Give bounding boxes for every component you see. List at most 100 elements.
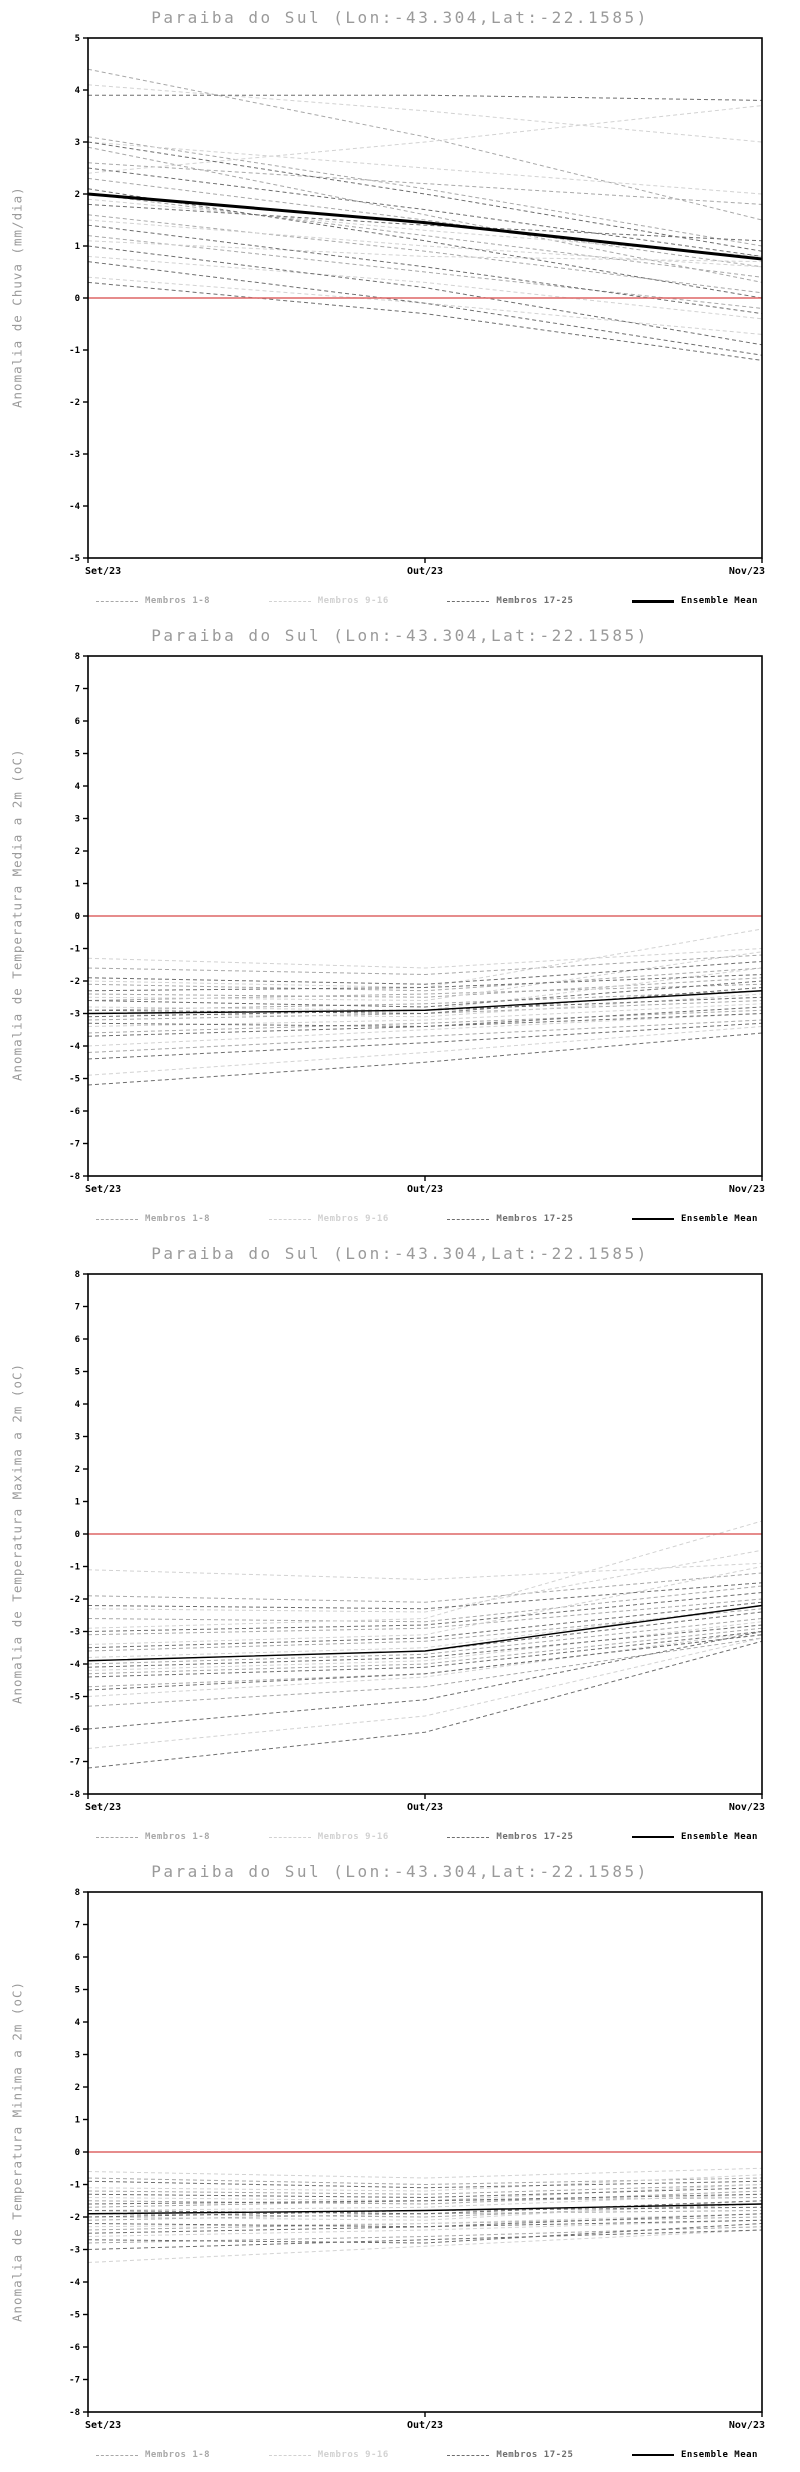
- y-tick-label: 2: [75, 847, 80, 857]
- dashed-line-sample-icon: [268, 2454, 311, 2456]
- ensemble-member-line: [87, 1598, 763, 1636]
- ensemble-member-line: [87, 255, 763, 320]
- y-tick-label: 8: [75, 1888, 80, 1898]
- y-tick-label: -1: [69, 346, 80, 356]
- y-tick-label: -4: [69, 502, 80, 512]
- ensemble-member-line: [87, 177, 763, 268]
- ensemble-member-line: [87, 1572, 763, 1603]
- y-tick-label: -3: [69, 450, 80, 460]
- legend-label: Membros 17-25: [496, 2450, 574, 2460]
- ensemble-member-line: [87, 2190, 763, 2205]
- x-tick-label: Nov/23: [729, 1802, 765, 1813]
- legend-item: Membros 1-8: [96, 1832, 210, 1842]
- y-tick-label: 3: [75, 1433, 80, 1443]
- y-tick-label: -1: [69, 945, 80, 955]
- ensemble-member-line: [87, 2200, 763, 2221]
- ensemble-member-line: [87, 84, 763, 143]
- y-tick-label: 3: [75, 138, 80, 148]
- ensemble-member-line: [87, 2219, 763, 2237]
- chart-title: Paraiba do Sul (Lon:-43.304,Lat:-22.1585…: [151, 1244, 649, 1263]
- ensemble-member-line: [87, 214, 763, 294]
- y-tick-label: -2: [69, 398, 80, 408]
- legend-item: Membros 1-8: [96, 596, 210, 606]
- ensemble-member-line: [87, 1013, 763, 1037]
- x-tick-label: Set/23: [85, 566, 121, 577]
- y-tick-label: 8: [75, 1270, 80, 1280]
- chart-panel-3: Paraiba do Sul (Lon:-43.304,Lat:-22.1585…: [0, 1236, 800, 1854]
- x-tick-label: Set/23: [85, 2420, 121, 2431]
- legend-label: Membros 9-16: [317, 1214, 389, 1224]
- y-tick-label: 7: [75, 1303, 80, 1313]
- ensemble-member-line: [87, 1627, 763, 1675]
- ensemble-member-line: [87, 2229, 763, 2263]
- x-tick-label: Set/23: [85, 1802, 121, 1813]
- legend-item: Ensemble Mean: [632, 2450, 758, 2460]
- ensemble-member-line: [87, 2167, 763, 2179]
- y-tick-label: 0: [75, 2148, 80, 2158]
- ensemble-member-line: [87, 948, 763, 969]
- ensemble-member-line: [87, 1631, 763, 1697]
- y-tick-label: 5: [75, 34, 80, 44]
- ensemble-member-line: [87, 987, 763, 1015]
- ensemble-member-line: [87, 276, 763, 335]
- legend-label: Membros 17-25: [496, 1832, 574, 1842]
- y-tick-label: -7: [69, 2376, 80, 2386]
- legend-label: Ensemble Mean: [681, 1214, 758, 1224]
- legend: Membros 1-8 Membros 9-16 Membros 17-25 Ense…: [96, 1214, 758, 1224]
- ensemble-member-line: [87, 1019, 763, 1053]
- y-tick-label: -2: [69, 2213, 80, 2223]
- legend-item: Ensemble Mean: [632, 1214, 758, 1224]
- y-tick-label: -6: [69, 1725, 80, 1735]
- ensemble-member-line: [87, 1637, 763, 1707]
- plot-area: -8 -7 -6 -5 -4 -3 -2 -1 0 1 2 3 4 5 6 7 8 Set/23 Out/23 Nov…: [69, 652, 765, 1195]
- x-tick-label: Nov/23: [729, 1184, 765, 1195]
- dashed-line-sample-icon: [268, 1218, 311, 1220]
- legend-item: Membros 17-25: [447, 596, 573, 606]
- ensemble-member-line: [87, 240, 763, 263]
- legend-label: Ensemble Mean: [681, 2450, 758, 2460]
- ensemble-member-line: [87, 219, 763, 268]
- ensemble-member-line: [87, 167, 763, 257]
- y-tick-label: -6: [69, 2343, 80, 2353]
- y-tick-label: 8: [75, 652, 80, 662]
- y-tick-label: -8: [69, 1790, 80, 1800]
- y-tick-label: -2: [69, 977, 80, 987]
- x-tick-label: Out/23: [407, 566, 443, 577]
- ensemble-member-line: [87, 1026, 763, 1076]
- dashed-line-sample-icon: [268, 600, 311, 602]
- ensemble-member-line: [87, 967, 763, 992]
- legend-item: Membros 17-25: [447, 2450, 573, 2460]
- y-tick-label: -1: [69, 2181, 80, 2191]
- solid-line-sample-icon: [632, 1836, 675, 1838]
- ensemble-member-line: [87, 141, 763, 252]
- ensemble-member-line: [87, 1582, 763, 1610]
- y-tick-label: -4: [69, 1042, 80, 1052]
- ensemble-member-line: [87, 2213, 763, 2228]
- ensemble-member-line: [87, 105, 763, 174]
- legend-label: Membros 1-8: [145, 2450, 211, 2460]
- ensemble-member-line: [87, 261, 763, 356]
- ensemble-member-line: [87, 2193, 763, 2211]
- dashed-line-sample-icon: [96, 1836, 138, 1838]
- legend-label: Membros 1-8: [145, 596, 211, 606]
- ensemble-member-line: [87, 1592, 763, 1632]
- ensemble-member-line: [87, 1605, 763, 1658]
- x-tick-label: Out/23: [407, 1184, 443, 1195]
- y-tick-label: -7: [69, 1758, 80, 1768]
- ensemble-member-line: [87, 1022, 763, 1060]
- y-tick-label: -5: [69, 1693, 80, 1703]
- ensemble-member-line: [87, 951, 763, 1002]
- ensemble-member-line: [87, 1631, 763, 1678]
- y-tick-label: 1: [75, 880, 80, 890]
- ensemble-member-line: [87, 2187, 763, 2199]
- ensemble-member-line: [87, 961, 763, 985]
- legend-item: Membros 1-8: [96, 1214, 210, 1224]
- legend-label: Membros 1-8: [145, 1214, 211, 1224]
- ensemble-member-line: [87, 2200, 763, 2215]
- legend-label: Membros 17-25: [496, 1214, 574, 1224]
- y-tick-label: -5: [69, 2311, 80, 2321]
- ensemble-member-line: [87, 281, 763, 361]
- ensemble-member-line: [87, 2219, 763, 2234]
- ensemble-member-line: [87, 1013, 763, 1047]
- y-tick-label: -8: [69, 2408, 80, 2418]
